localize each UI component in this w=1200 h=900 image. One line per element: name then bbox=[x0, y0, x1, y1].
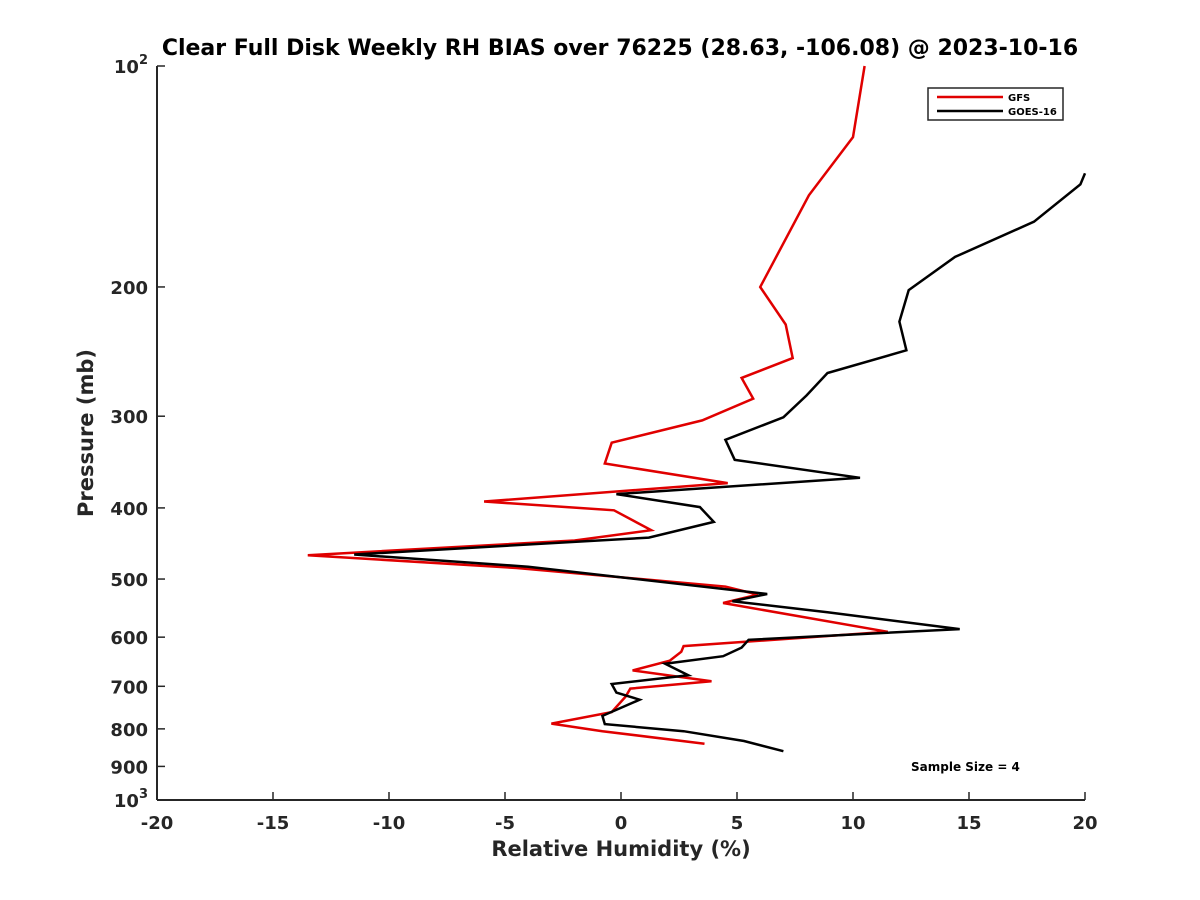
x-tick-label: -5 bbox=[495, 813, 515, 834]
x-ticks: -20 -15 -10 -5 0 5 10 15 20 bbox=[141, 792, 1098, 834]
y-tick-label: 600 bbox=[110, 628, 148, 649]
y-tick-label: 900 bbox=[110, 757, 148, 778]
legend-label-goes-16: GOES-16 bbox=[1008, 107, 1057, 118]
y-tick-label: 700 bbox=[110, 677, 148, 698]
y-ticks: 102 200 300 400 500 600 700 800 900 103 bbox=[110, 53, 165, 812]
legend-box bbox=[927, 87, 1064, 121]
chart-title: Clear Full Disk Weekly RH BIAS over 7622… bbox=[162, 36, 1078, 61]
plot-area: -20 -15 -10 -5 0 5 10 15 20 102 200 300 400 500 600 70… bbox=[110, 53, 1097, 834]
y-tick-label: 300 bbox=[110, 407, 148, 428]
legend: GFS GOES-16 bbox=[927, 87, 1064, 121]
x-tick-label: 20 bbox=[1072, 813, 1097, 834]
y-tick-label: 400 bbox=[110, 499, 148, 520]
x-tick-label: 0 bbox=[615, 813, 628, 834]
y-tick-label: 500 bbox=[110, 570, 148, 591]
series-line-goes-16 bbox=[354, 172, 1087, 753]
legend-label-gfs: GFS bbox=[1008, 93, 1030, 104]
x-tick-label: -15 bbox=[257, 813, 290, 834]
y-tick-label: 800 bbox=[110, 720, 148, 741]
sample-size-annotation: Sample Size = 4 bbox=[911, 760, 1020, 774]
x-tick-label: -20 bbox=[141, 813, 174, 834]
y-tick-label: 102 bbox=[114, 53, 148, 78]
y-axis-label: Pressure (mb) bbox=[74, 349, 98, 517]
series-line-gfs bbox=[307, 65, 889, 745]
x-tick-label: -10 bbox=[373, 813, 406, 834]
y-tick-label: 200 bbox=[110, 278, 148, 299]
x-tick-label: 15 bbox=[956, 813, 981, 834]
series-lines bbox=[307, 65, 1087, 753]
x-tick-label: 5 bbox=[731, 813, 744, 834]
x-tick-label: 10 bbox=[840, 813, 865, 834]
y-tick-label: 103 bbox=[114, 787, 148, 812]
x-axis-label: Relative Humidity (%) bbox=[491, 837, 750, 861]
